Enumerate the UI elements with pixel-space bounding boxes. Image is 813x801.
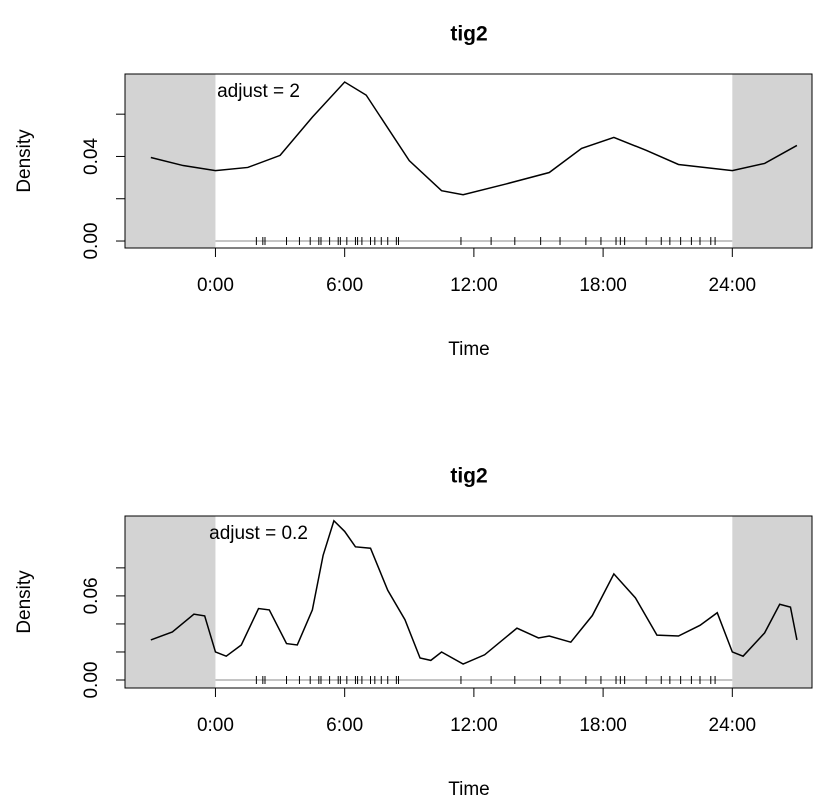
chart-title: tig2 (450, 465, 487, 488)
y-tick-label: 0.00 (81, 662, 102, 699)
x-tick-label: 24:00 (709, 275, 757, 296)
x-tick-label: 6:00 (326, 275, 363, 296)
y-tick-label: 0.00 (81, 223, 102, 260)
x-tick-label: 0:00 (197, 715, 234, 736)
shade (732, 516, 812, 688)
x-tick-label: 0:00 (197, 275, 234, 296)
annotation: adjust = 0.2 (209, 523, 308, 544)
x-tick-label: 12:00 (450, 275, 498, 296)
density-line (150, 519, 798, 665)
x-tick-label: 6:00 (326, 715, 363, 736)
x-tick-label: 18:00 (579, 715, 627, 736)
plot-area (125, 516, 812, 688)
chart-title: tig2 (450, 23, 487, 46)
x-tick-label: 12:00 (450, 715, 498, 736)
density-line (150, 81, 798, 196)
x-axis-label: Time (448, 339, 490, 360)
shade (125, 516, 216, 688)
x-axis-label: Time (448, 779, 490, 800)
shade (732, 74, 812, 248)
y-tick-label: 0.06 (81, 577, 102, 614)
y-axis-label: Density (14, 129, 35, 193)
x-tick-label: 18:00 (579, 275, 627, 296)
plot-area (125, 74, 812, 248)
y-tick-label: 0.04 (81, 138, 102, 175)
annotation: adjust = 2 (217, 81, 300, 102)
shade (125, 74, 216, 248)
y-axis-label: Density (14, 570, 35, 634)
x-tick-label: 24:00 (709, 715, 757, 736)
